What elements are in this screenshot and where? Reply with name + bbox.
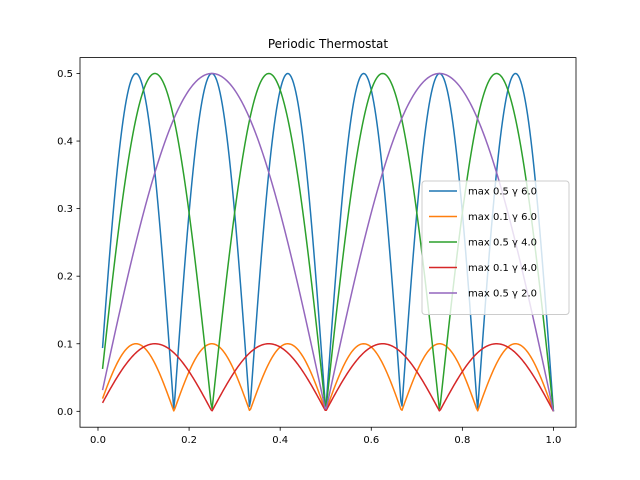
x-tick-label: 0.0 (90, 435, 106, 446)
legend-label: max 0.5 γ 4.0 (468, 238, 537, 249)
legend-label: max 0.5 γ 2.0 (468, 289, 537, 300)
series-line-2 (101, 343, 555, 412)
series-line-5 (101, 72, 555, 412)
y-tick-label: 0.5 (57, 69, 73, 80)
x-axis: 0.0 0.2 0.4 0.6 0.8 1.0 (90, 427, 561, 446)
chart-title: Periodic Thermostat (268, 37, 389, 51)
x-tick-label: 0.2 (181, 435, 197, 446)
x-tick-label: 0.4 (272, 435, 288, 446)
y-axis: 0.0 0.1 0.2 0.3 0.4 0.5 (57, 69, 80, 418)
x-tick-label: 0.8 (454, 435, 470, 446)
plot-frame (79, 57, 577, 428)
legend-label: max 0.5 γ 6.0 (468, 187, 537, 198)
y-tick-label: 0.4 (57, 137, 73, 148)
legend: max 0.5 γ 6.0 max 0.1 γ 6.0 max 0.5 γ 4.0 m… (421, 180, 570, 315)
series-layer (101, 72, 555, 412)
x-tick-label: 1.0 (546, 435, 562, 446)
x-tick-label: 0.6 (363, 435, 379, 446)
legend-box (421, 180, 570, 315)
legend-label: max 0.1 γ 4.0 (468, 263, 537, 274)
series-line-1 (101, 72, 555, 412)
y-tick-label: 0.0 (57, 407, 73, 418)
y-tick-label: 0.2 (57, 272, 73, 283)
y-tick-label: 0.1 (57, 339, 73, 350)
series-line-3 (101, 72, 555, 412)
legend-label: max 0.1 γ 6.0 (468, 212, 537, 223)
series-line-4 (101, 343, 555, 412)
y-tick-label: 0.3 (57, 204, 73, 215)
